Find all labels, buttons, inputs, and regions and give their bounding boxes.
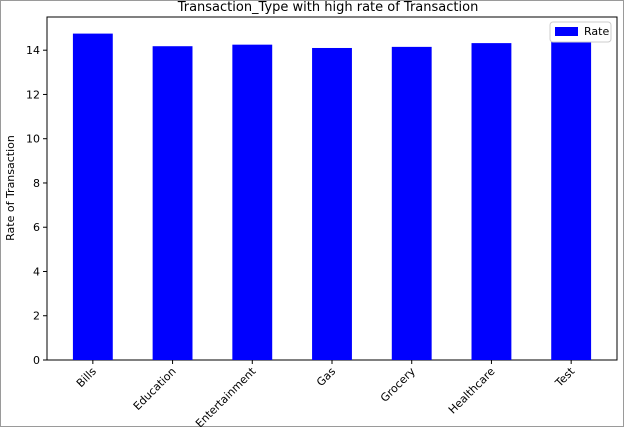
bar-education <box>152 46 193 360</box>
x-tick-label: Healthcare <box>446 365 498 417</box>
bar-entertainment <box>232 44 273 361</box>
y-tick-label: 12 <box>26 88 40 101</box>
x-tick-label: Test <box>552 364 578 390</box>
bars <box>72 33 592 361</box>
legend-swatch <box>555 27 578 36</box>
legend-label: Rate <box>584 25 609 38</box>
bar-gas <box>312 47 352 360</box>
y-tick-label: 4 <box>33 265 40 278</box>
x-tick-label: Grocery <box>378 365 418 405</box>
y-tick-label: 2 <box>33 310 40 323</box>
plot-area: 0 2 4 6 8 10 12 14 Bills Education Entertainment G… <box>26 16 618 427</box>
x-tick-label: Bills <box>74 365 99 390</box>
x-tick-label: Entertainment <box>193 364 259 427</box>
y-tick-label: 10 <box>26 133 40 146</box>
y-tick-label: 0 <box>33 354 40 367</box>
bar-healthcare <box>471 43 512 361</box>
y-tick-label: 6 <box>33 221 40 234</box>
bar-grocery <box>391 46 432 360</box>
x-tick-label: Gas <box>314 365 338 389</box>
bar-test <box>551 41 592 361</box>
x-axis-ticks: Bills Education Entertainment Gas Grocery Hea… <box>74 360 578 427</box>
y-tick-label: 14 <box>26 44 40 57</box>
y-tick-label: 8 <box>33 177 40 190</box>
x-tick-label: Education <box>131 365 179 413</box>
chart-title: Transaction_Type with high rate of Trans… <box>177 0 479 15</box>
legend: Rate <box>549 21 612 43</box>
y-axis-label: Rate of Transaction <box>4 135 17 241</box>
y-axis-ticks: 0 2 4 6 8 10 12 14 <box>26 44 47 367</box>
bar-bills <box>72 33 113 361</box>
